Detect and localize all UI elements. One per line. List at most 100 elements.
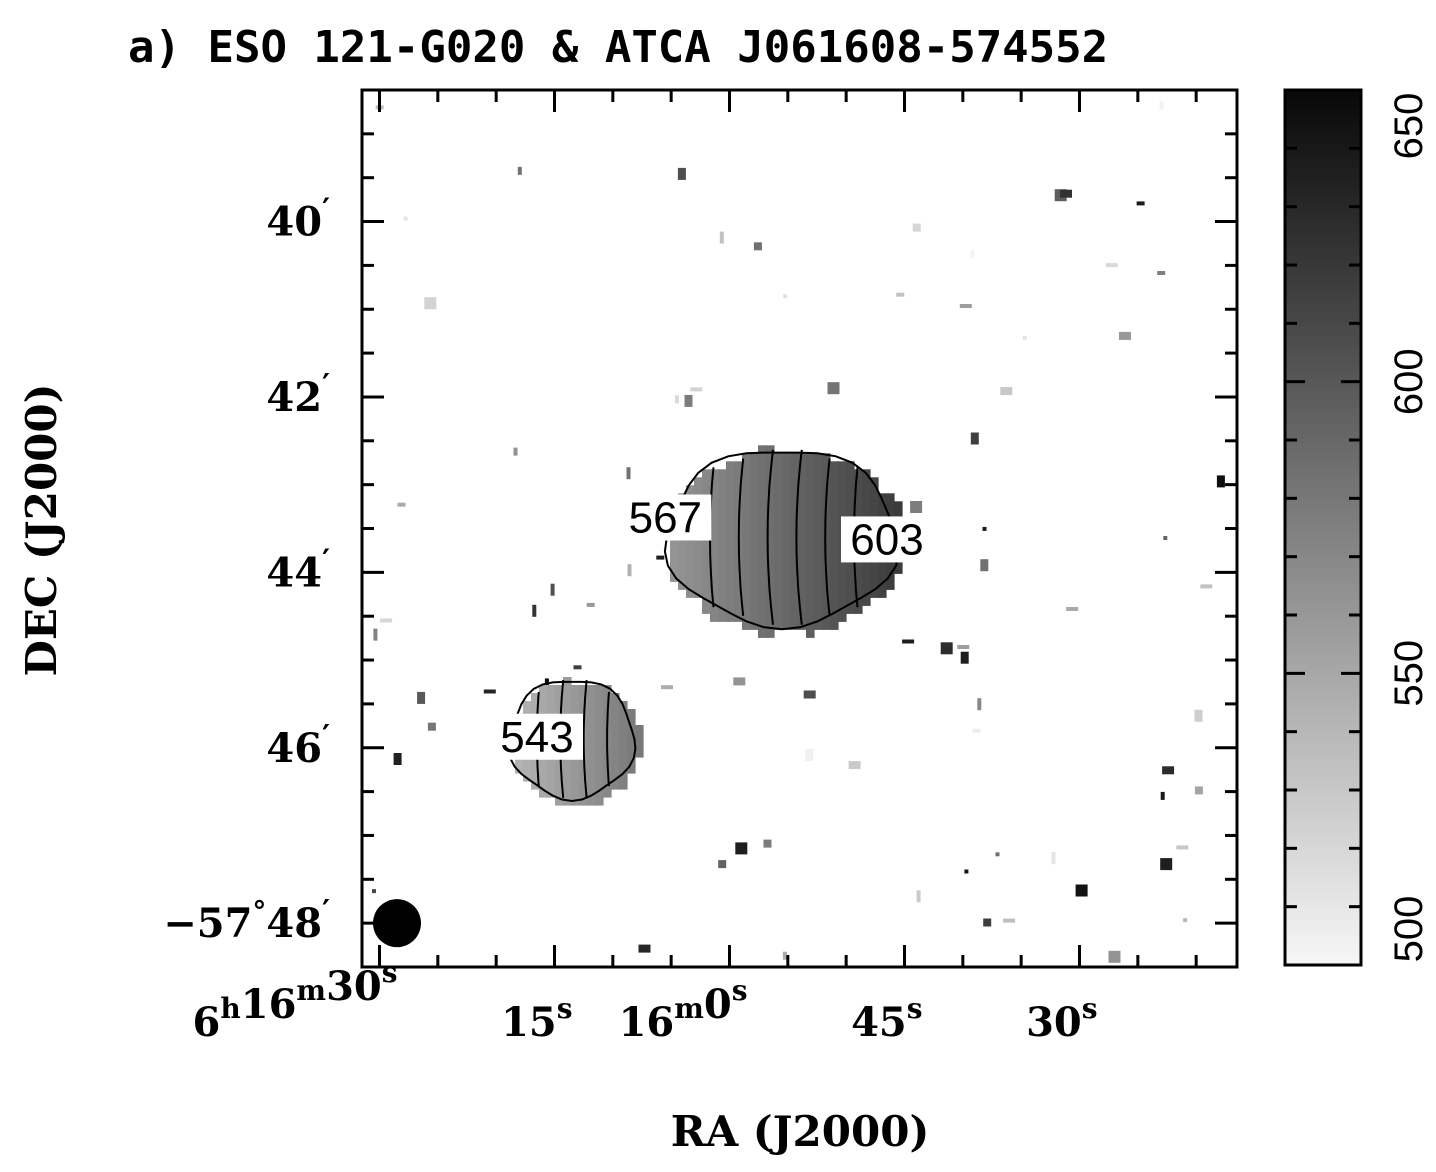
velocity-pixel [611,741,620,750]
velocity-pixel [710,525,719,534]
velocity-pixel [539,685,548,694]
velocity-pixel [790,605,799,614]
velocity-pixel [611,749,620,758]
velocity-pixel [726,509,735,518]
velocity-pixel [555,765,564,774]
contour-labels: 567 603 543 [491,494,933,762]
noise-pixel [573,665,582,670]
colorbar-label: 550 [1387,640,1431,707]
velocity-pixel [766,621,775,630]
colorbar-label: 650 [1387,93,1431,160]
velocity-pixel [726,469,735,478]
chart-title: a) ESO 121-G020 & ATCA J061608-574552 [128,22,1108,73]
velocity-pixel [718,469,727,478]
noise-pixel [1160,858,1173,871]
noise-pixel [1051,852,1056,865]
velocity-pixel [670,557,679,566]
noise-pixel [783,294,788,299]
velocity-pixel [838,477,847,486]
velocity-pixel [798,605,807,614]
velocity-pixel [595,717,604,726]
y-tick-label: −57°48′ [163,894,330,947]
noise-pixel [1119,331,1131,340]
velocity-pixel [726,605,735,614]
velocity-pixel [718,589,727,598]
velocity-pixel [742,605,751,614]
velocity-pixel [822,589,831,598]
noise-pixel [912,223,921,232]
velocity-pixel [862,485,871,494]
y-tick-label: 46′ [266,719,330,772]
noise-pixel [1200,584,1213,589]
velocity-pixel [830,565,839,574]
noise-pixel [1157,271,1166,275]
velocity-pixel [718,557,727,566]
noise-pixel [983,918,992,927]
velocity-pixel [635,741,644,750]
velocity-pixel [539,693,548,702]
velocity-pixel [718,573,727,582]
velocity-pixel [830,461,839,470]
velocity-pixel [686,565,695,574]
velocity-pixel [862,573,871,582]
velocity-pixel [595,741,604,750]
velocity-pixel [587,781,596,790]
velocity-pixel [886,581,895,590]
velocity-pixel [830,517,839,526]
velocity-pixel [774,461,783,470]
y-tick-prime: ′ [322,368,330,403]
velocity-pixel [830,509,839,518]
y-tick-prime: ′ [322,719,330,754]
velocity-pixel [806,613,815,622]
velocity-pixel [726,613,735,622]
velocity-pixel [595,693,604,702]
velocity-pixel [758,565,767,574]
velocity-pixel [806,581,815,590]
velocity-pixel [635,725,644,734]
velocity-pixel [806,453,815,462]
velocity-pixel [734,581,743,590]
velocity-pixel [846,509,855,518]
velocity-pixel [798,477,807,486]
velocity-pixel [702,573,711,582]
velocity-pixel [718,501,727,510]
velocity-pixel [742,541,751,550]
velocity-pixel [846,565,855,574]
noise-pixel [964,869,969,874]
velocity-pixel [790,597,799,606]
velocity-pixel [547,781,556,790]
velocity-pixel [734,565,743,574]
velocity-pixel [814,485,823,494]
velocity-pixel [806,557,815,566]
velocity-pixel [571,693,580,702]
noise-pixel [902,639,915,644]
velocity-pixel [595,749,604,758]
velocity-pixel [798,589,807,598]
velocity-pixel [758,533,767,542]
velocity-pixel [846,605,855,614]
velocity-pixel [830,493,839,502]
noise-pixel [586,602,595,607]
velocity-pixel [830,501,839,510]
noise-pixel [550,583,555,596]
velocity-pixel [886,501,895,510]
velocity-pixel [563,773,572,782]
velocity-pixel [563,765,572,774]
velocity-pixel [782,517,791,526]
velocity-pixel [742,453,751,462]
noise-pixel [397,502,406,507]
velocity-pixel [830,597,839,606]
velocity-pixel [686,589,695,598]
velocity-pixel [734,573,743,582]
velocity-pixel [611,733,620,742]
velocity-pixel [790,485,799,494]
noise-pixel [827,382,840,395]
velocity-pixel [758,613,767,622]
velocity-pixel [579,693,588,702]
velocity-pixel [758,541,767,550]
velocity-pixel [798,453,807,462]
velocity-pixel [694,485,703,494]
velocity-pixel [830,613,839,622]
velocity-pixel [766,509,775,518]
y-tick-arcmin: 48 [266,900,322,947]
